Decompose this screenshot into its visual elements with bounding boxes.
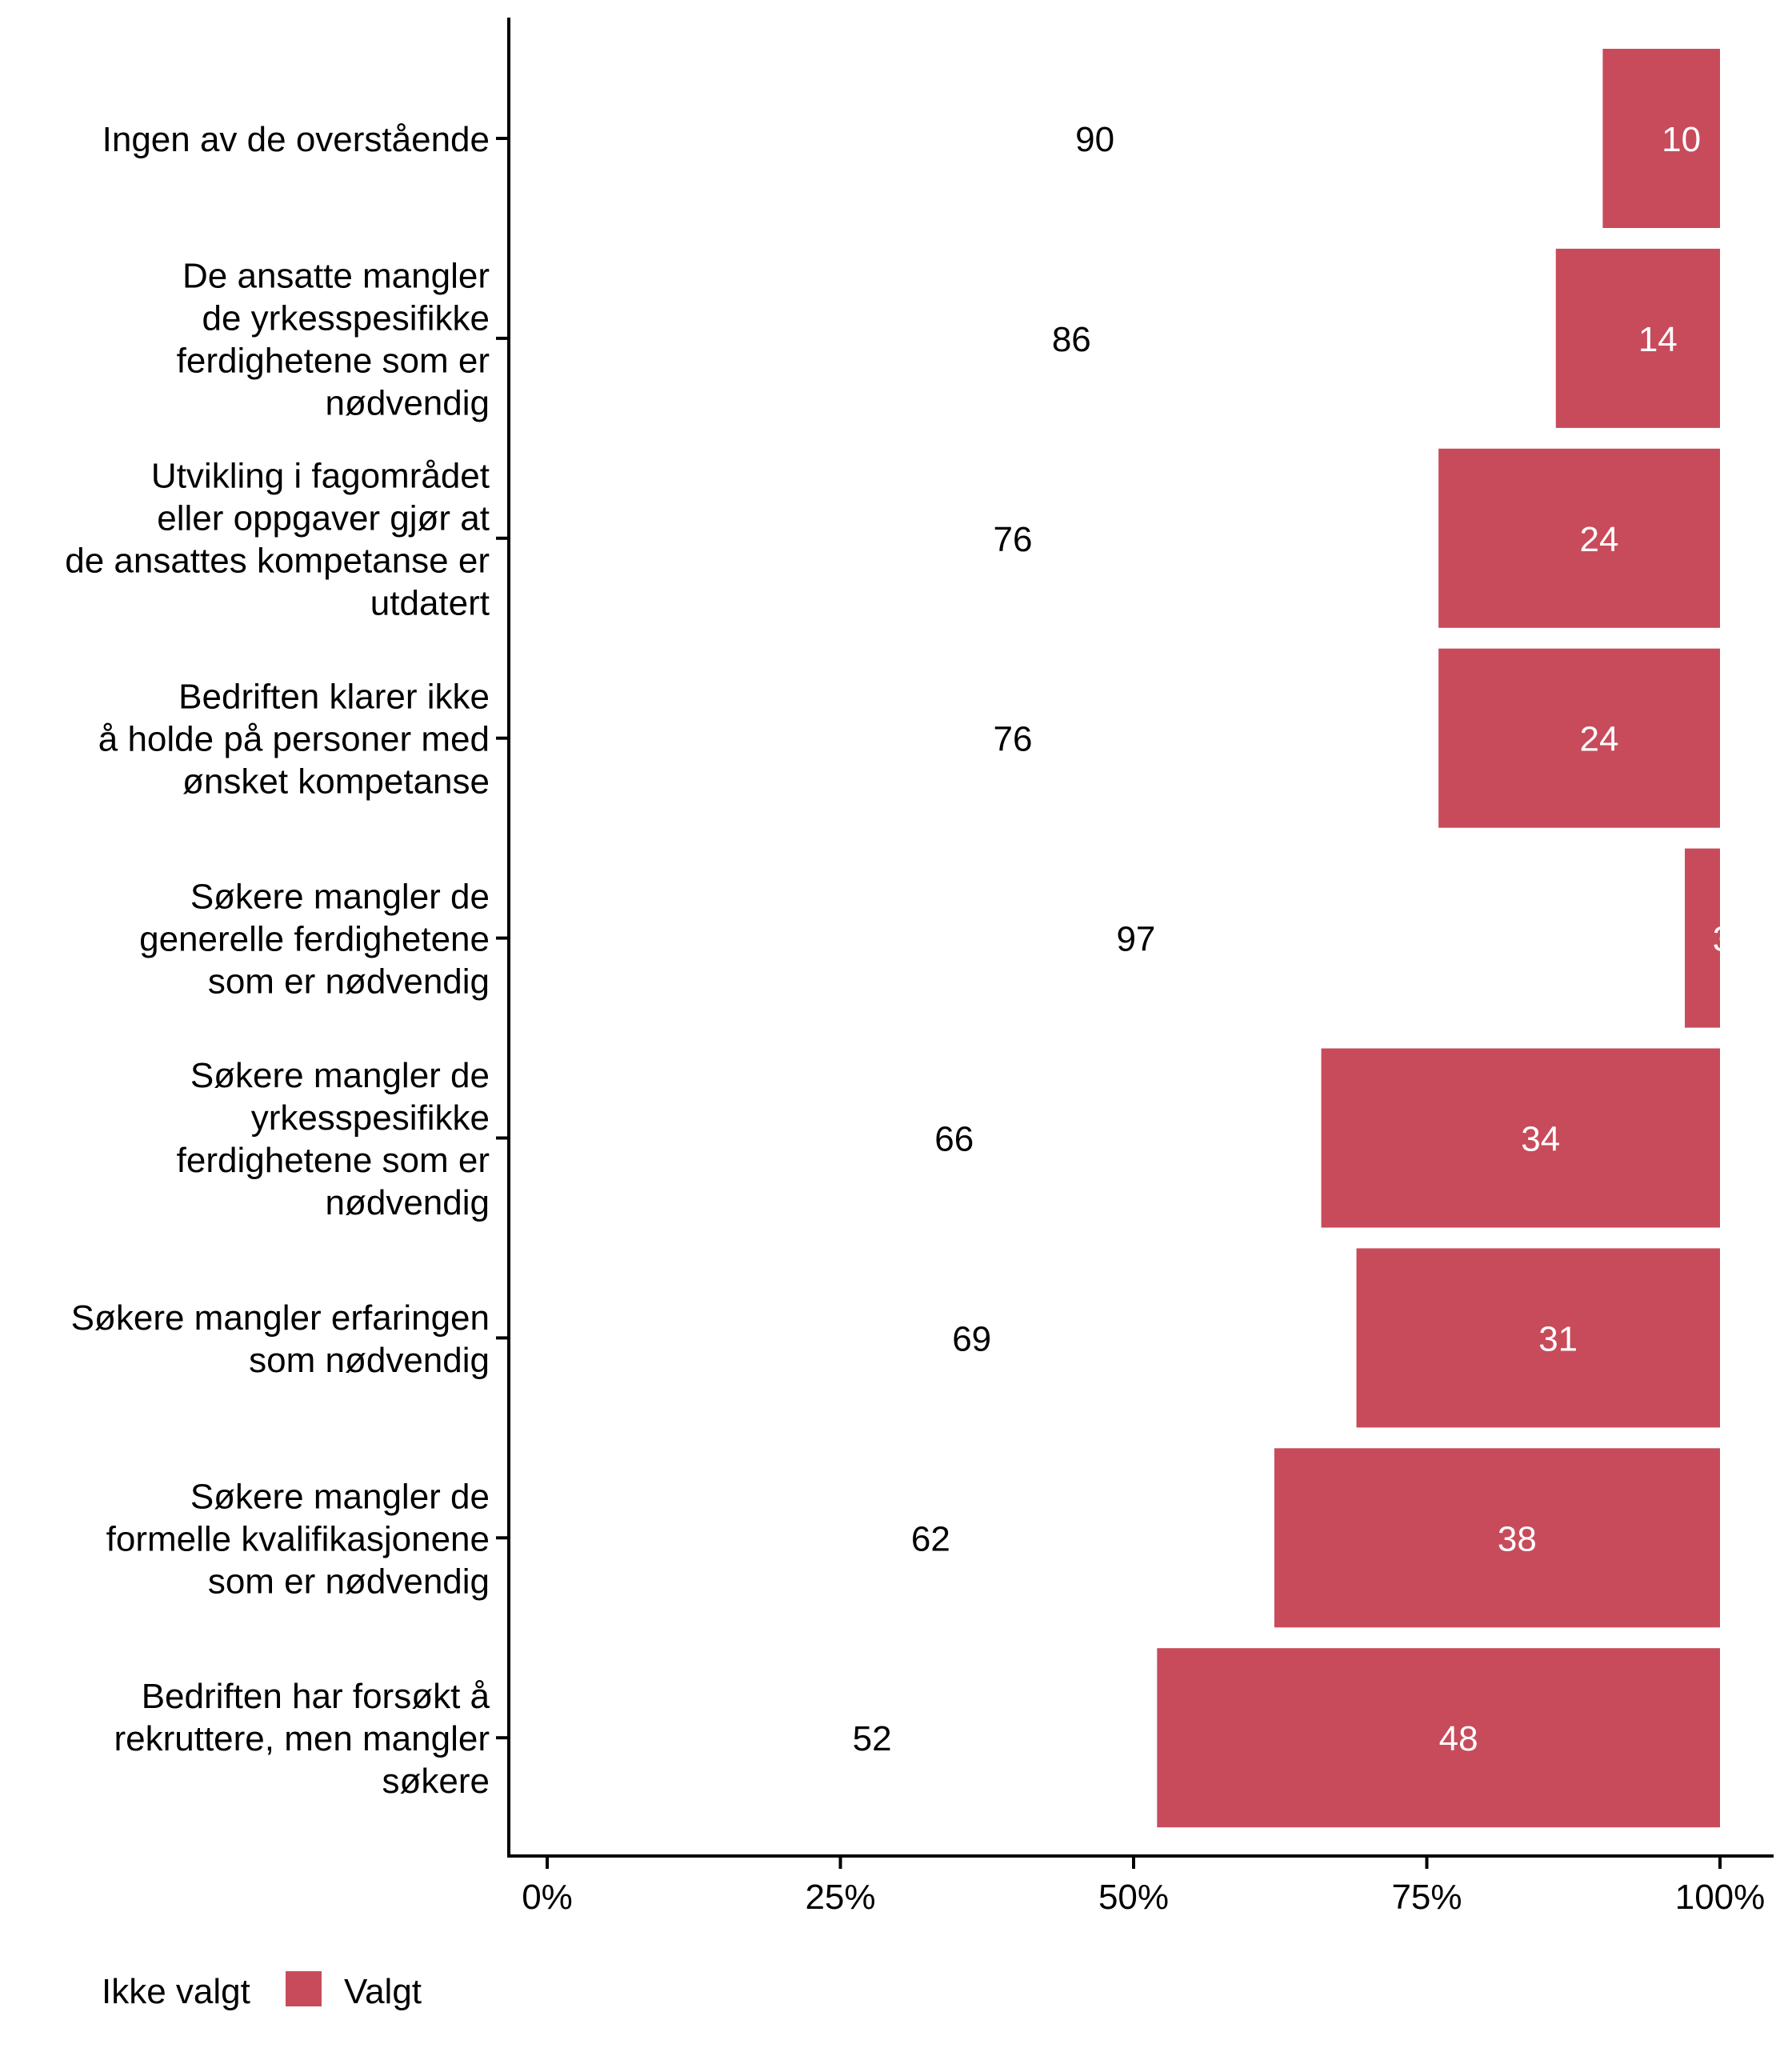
value-label-valgt: 24 <box>1580 520 1619 559</box>
category-label-line: utdatert <box>370 583 490 622</box>
x-tick-label: 50% <box>1098 1878 1169 1917</box>
category-label-line: eller oppgaver gjør at <box>157 498 490 538</box>
category-label-line: formelle kvalifikasjonene <box>106 1519 490 1558</box>
legend-label-valgt: Valgt <box>344 1972 422 2011</box>
category-label-line: rekruttere, men mangler <box>114 1719 490 1758</box>
x-tick-label: 0% <box>522 1878 573 1917</box>
category-label: Søkere mangler de formelle kvalifikasjone… <box>106 1477 490 1601</box>
category-label-line: generelle ferdighetene <box>139 920 490 959</box>
category-label-line: de ansattes kompetanse er <box>65 541 490 580</box>
x-axis: 0% 25% 50% 75% 100% <box>507 1854 1774 1917</box>
value-label-valgt: 31 <box>1538 1319 1578 1358</box>
category-label-line: nødvendig <box>326 1183 490 1222</box>
bar-valgt <box>1555 248 1720 428</box>
bars-layer <box>1157 49 1720 1828</box>
category-label: Bedriften har forsøkt å rekruttere, men m… <box>114 1677 490 1801</box>
value-label-ikke-valgt: 86 <box>1052 320 1091 359</box>
category-label-line: ferdighetene som er <box>177 341 490 380</box>
category-label-line: å holde på personer med <box>98 720 490 759</box>
bar-valgt <box>1321 1048 1720 1228</box>
value-label-ikke-valgt: 76 <box>994 720 1033 759</box>
bar-valgt <box>1356 1248 1720 1428</box>
category-label-line: yrkesspesifikke <box>251 1098 490 1138</box>
bar-valgt <box>1157 1648 1720 1828</box>
category-label: Søkere mangler erfaringen som nødvendig <box>71 1298 490 1380</box>
value-label-valgt: 14 <box>1638 320 1678 359</box>
category-label: Søkere mangler de generelle ferdighetene s… <box>139 878 490 1002</box>
value-label-valgt: 10 <box>1662 120 1701 159</box>
x-tick-label: 100% <box>1675 1878 1766 1917</box>
value-label-ikke-valgt: 76 <box>994 520 1033 559</box>
category-label: Utvikling i fagområdet eller oppgaver gjø… <box>65 456 490 622</box>
value-label-ikke-valgt: 62 <box>911 1519 950 1558</box>
category-label: Bedriften klarer ikke å holde på personer… <box>98 678 490 802</box>
category-label: Ingen av de overstående <box>102 120 490 159</box>
value-labels-layer: 90 10 86 14 76 24 76 24 97 3 66 34 69 31 62 38 52 48 <box>853 120 1732 1758</box>
x-tick-label: 25% <box>805 1878 875 1917</box>
legend-label-ikke-valgt: Ikke valgt <box>102 1972 250 2011</box>
value-label-valgt: 24 <box>1580 720 1619 759</box>
value-label-valgt: 34 <box>1521 1120 1560 1159</box>
bar-valgt <box>1602 49 1720 228</box>
category-label-line: nødvendig <box>326 383 490 422</box>
y-axis: Ingen av de overstående De ansatte mangle… <box>65 18 510 1858</box>
category-label-line: de yrkesspesifikke <box>202 298 490 338</box>
category-label-line: som er nødvendig <box>208 1562 490 1601</box>
category-label-line: Søkere mangler de <box>190 1477 490 1516</box>
category-label-line: søkere <box>382 1762 490 1801</box>
value-label-valgt: 3 <box>1713 920 1732 959</box>
category-label: De ansatte mangler de yrkesspesifikke ferd… <box>177 256 490 422</box>
value-label-ikke-valgt: 90 <box>1075 120 1114 159</box>
category-label-line: Søkere mangler de <box>190 878 490 917</box>
value-label-valgt: 48 <box>1439 1719 1478 1758</box>
category-label-line: De ansatte mangler <box>182 256 490 295</box>
value-label-ikke-valgt: 97 <box>1116 920 1155 959</box>
category-label-line: Ingen av de overstående <box>102 120 490 159</box>
bar-valgt <box>1438 448 1720 628</box>
category-label-line: Søkere mangler erfaringen <box>71 1298 490 1338</box>
bar-valgt <box>1685 848 1720 1028</box>
value-label-ikke-valgt: 69 <box>952 1319 991 1358</box>
bar-valgt <box>1438 648 1720 828</box>
value-label-ikke-valgt: 52 <box>853 1719 892 1758</box>
category-label: Søkere mangler de yrkesspesifikke ferdighe… <box>177 1056 490 1222</box>
category-label-line: Søkere mangler de <box>190 1056 490 1095</box>
category-label-line: som er nødvendig <box>208 962 490 1002</box>
category-label-line: Bedriften har forsøkt å <box>142 1677 490 1716</box>
category-label-line: ferdighetene som er <box>177 1141 490 1180</box>
category-label-line: som nødvendig <box>249 1341 490 1380</box>
category-label-line: Utvikling i fagområdet <box>151 456 490 495</box>
bar-valgt <box>1274 1448 1720 1628</box>
value-label-valgt: 38 <box>1498 1519 1537 1558</box>
category-label-line: Bedriften klarer ikke <box>178 678 490 717</box>
value-label-ikke-valgt: 66 <box>934 1120 974 1159</box>
category-label-line: ønsket kompetanse <box>182 762 490 802</box>
legend-swatch-valgt <box>286 1971 322 2006</box>
legend: Ikke valgt Valgt <box>102 1971 422 2011</box>
x-tick-label: 75% <box>1391 1878 1462 1917</box>
